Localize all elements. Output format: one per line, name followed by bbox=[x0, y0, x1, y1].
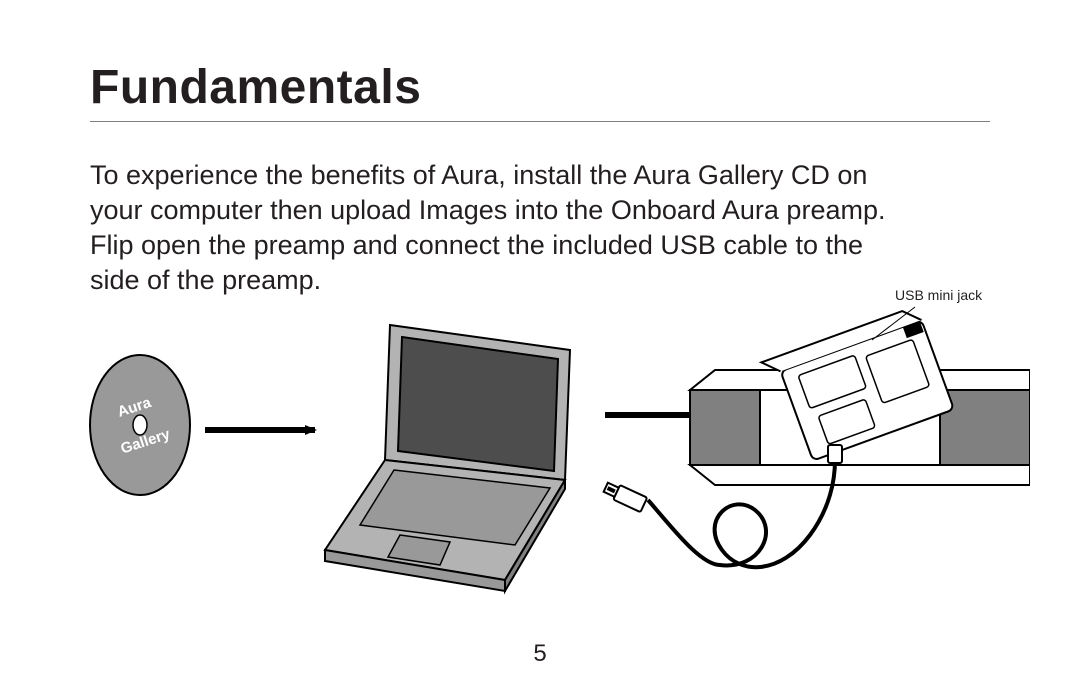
preamp-icon bbox=[690, 306, 1030, 485]
diagram-svg: Aura Gallery bbox=[60, 295, 1030, 645]
cd-icon: Aura Gallery bbox=[90, 355, 190, 495]
page-heading: Fundamentals bbox=[90, 60, 990, 122]
body-paragraph: To experience the benefits of Aura, inst… bbox=[90, 158, 920, 298]
usb-jack-label: USB mini jack bbox=[895, 287, 982, 303]
setup-diagram: Aura Gallery bbox=[60, 295, 1030, 645]
page-number: 5 bbox=[0, 640, 1080, 668]
laptop-icon bbox=[325, 325, 570, 591]
manual-page: Fundamentals To experience the benefits … bbox=[0, 0, 1080, 697]
